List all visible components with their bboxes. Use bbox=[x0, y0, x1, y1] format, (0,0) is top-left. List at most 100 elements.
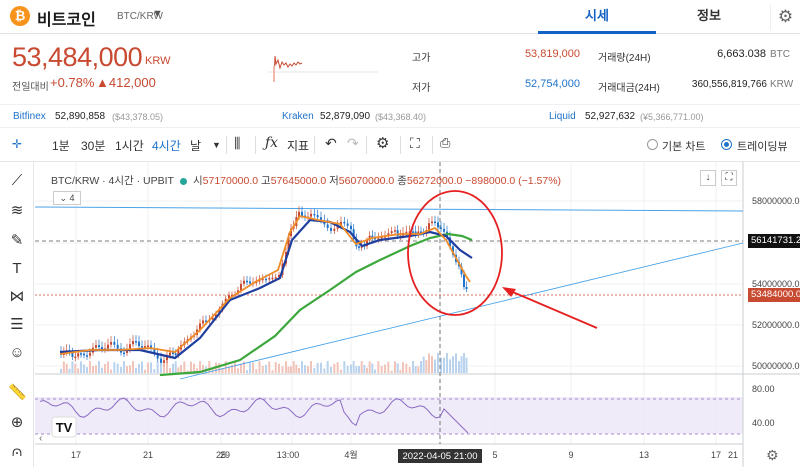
zoom-in-icon[interactable]: ⊕ bbox=[10, 414, 24, 431]
emoji-icon[interactable]: ☺ bbox=[9, 344, 25, 361]
price-chart[interactable]: 58000000.056000000.054000000.052000000.0… bbox=[35, 162, 800, 467]
candle-body bbox=[110, 342, 112, 345]
low-label: 저가 bbox=[412, 83, 431, 94]
volume-bar bbox=[304, 365, 306, 373]
candle-body bbox=[380, 237, 383, 239]
interval-30m[interactable]: 30분 bbox=[81, 139, 106, 153]
drawing-tools-panel: ⟋ ≋ ✎ T ⋈ ☰ ☺ 📏 ⊕ ⩀ bbox=[0, 162, 34, 467]
candle-body bbox=[138, 341, 140, 347]
maximize-pane-icon[interactable]: ⛶ bbox=[721, 170, 737, 186]
tab-info[interactable]: 정보 bbox=[697, 8, 721, 23]
exchange-price-usd: ($43,368.40) bbox=[375, 112, 427, 122]
coin-name[interactable]: 비트코인 bbox=[37, 12, 96, 29]
candle-body bbox=[156, 353, 159, 359]
trend-line-icon[interactable]: ⟋ bbox=[11, 172, 23, 189]
volume-bar bbox=[147, 362, 149, 373]
interval-4h[interactable]: 4시간 bbox=[152, 139, 181, 153]
svg-text:TV: TV bbox=[56, 420, 73, 435]
candle-body bbox=[313, 213, 316, 216]
candle-body bbox=[374, 237, 376, 240]
scroll-down-icon[interactable]: ↓ bbox=[700, 170, 716, 186]
time-tick-label: 13 bbox=[639, 450, 649, 460]
candlestick-icon[interactable]: ⫼ bbox=[234, 135, 241, 151]
volume-bar bbox=[163, 365, 165, 373]
volume-bar bbox=[62, 361, 65, 373]
candle-body bbox=[316, 215, 319, 218]
ruler-icon[interactable]: 📏 bbox=[8, 384, 27, 401]
toolbar-divider bbox=[400, 136, 401, 154]
undo-icon[interactable]: ↶ bbox=[325, 135, 337, 151]
candle-body bbox=[440, 227, 442, 229]
volume-bar bbox=[180, 365, 182, 373]
measure-ranges-icon[interactable]: ☰ bbox=[10, 316, 24, 333]
gear-icon[interactable]: ⚙ bbox=[770, 4, 800, 30]
volume-bar bbox=[237, 368, 239, 373]
amount-value: 360,556,819,766 bbox=[691, 79, 767, 90]
crosshair-icon[interactable]: ✛ bbox=[12, 137, 23, 151]
indicator-button[interactable]: 지표 bbox=[287, 139, 310, 153]
volume-value: 6,663.038 bbox=[717, 48, 766, 60]
interval-1h[interactable]: 1시간 bbox=[115, 139, 144, 153]
candle-body bbox=[434, 221, 436, 224]
text-tool-icon[interactable]: T bbox=[12, 260, 22, 277]
candle-body bbox=[166, 355, 168, 361]
settings-icon[interactable]: ⚙ bbox=[376, 135, 390, 152]
radio-tradingview[interactable] bbox=[721, 139, 732, 150]
legend-collapse-count: 4 bbox=[69, 193, 75, 203]
chevron-down-icon[interactable]: ▼ bbox=[152, 8, 163, 20]
brush-icon[interactable]: ✎ bbox=[10, 232, 24, 249]
time-tick-label: 29 bbox=[220, 450, 230, 460]
volume-bar bbox=[261, 365, 264, 373]
coin-pair: BTC/KRW bbox=[117, 11, 163, 22]
volume-bar bbox=[431, 356, 433, 373]
radio-basic-chart[interactable] bbox=[647, 139, 658, 150]
volume-bar bbox=[144, 369, 146, 373]
basic-chart-label[interactable]: 기본 차트 bbox=[662, 141, 706, 153]
volume-bar bbox=[399, 370, 402, 373]
candle-body bbox=[113, 342, 116, 345]
candle-body bbox=[147, 345, 149, 347]
magnet-icon[interactable]: ⩀ bbox=[11, 443, 23, 460]
interval-1m[interactable]: 1분 bbox=[52, 139, 70, 153]
interval-day[interactable]: 날 bbox=[190, 139, 202, 153]
volume-bar bbox=[371, 363, 374, 373]
tradingview-label[interactable]: 트레이딩뷰 bbox=[737, 141, 788, 153]
pattern-icon[interactable]: ⋈ bbox=[9, 288, 25, 305]
candle-body bbox=[163, 360, 165, 363]
candle-body bbox=[387, 233, 390, 237]
candle-body bbox=[126, 349, 128, 353]
function-icon[interactable]: ƒx bbox=[265, 135, 279, 151]
candle-body bbox=[86, 355, 88, 357]
volume-bar bbox=[169, 368, 171, 373]
low-value: 52,754,000 bbox=[524, 78, 580, 90]
interval-dropdown-icon[interactable]: ▼ bbox=[212, 140, 221, 150]
volume-bar bbox=[265, 364, 267, 373]
exchange-name[interactable]: Kraken bbox=[282, 111, 314, 122]
candle-body bbox=[420, 231, 422, 233]
volume-bar bbox=[460, 356, 463, 373]
volume-bar bbox=[86, 367, 88, 373]
toolbar-divider bbox=[226, 136, 227, 154]
volume-bar bbox=[249, 362, 251, 373]
volume-bar bbox=[449, 359, 451, 373]
volume-bar bbox=[196, 368, 198, 373]
candle-body bbox=[172, 352, 174, 355]
redo-icon[interactable]: ↷ bbox=[347, 135, 359, 151]
change-percent: +0.78% bbox=[50, 75, 95, 90]
volume-bar bbox=[390, 370, 393, 373]
volume-bar bbox=[107, 361, 109, 373]
volume-bar bbox=[60, 368, 62, 373]
camera-icon[interactable]: ⎙ bbox=[440, 135, 451, 150]
exchange-name[interactable]: Liquid bbox=[549, 111, 576, 122]
volume-bar bbox=[156, 361, 159, 373]
legend-collapse-button[interactable]: ⌄ 4 bbox=[53, 191, 81, 205]
candle-body bbox=[465, 286, 468, 290]
volume-bar bbox=[326, 361, 329, 373]
volume-bar bbox=[446, 353, 448, 373]
volume-bar bbox=[65, 363, 68, 373]
fib-retracement-icon[interactable]: ≋ bbox=[10, 202, 24, 219]
annotation-circle bbox=[407, 190, 503, 316]
tab-market-price[interactable]: 시세 bbox=[538, 0, 656, 34]
exchange-name[interactable]: Bitfinex bbox=[13, 111, 46, 122]
fullscreen-icon[interactable]: ⛶ bbox=[410, 135, 420, 151]
